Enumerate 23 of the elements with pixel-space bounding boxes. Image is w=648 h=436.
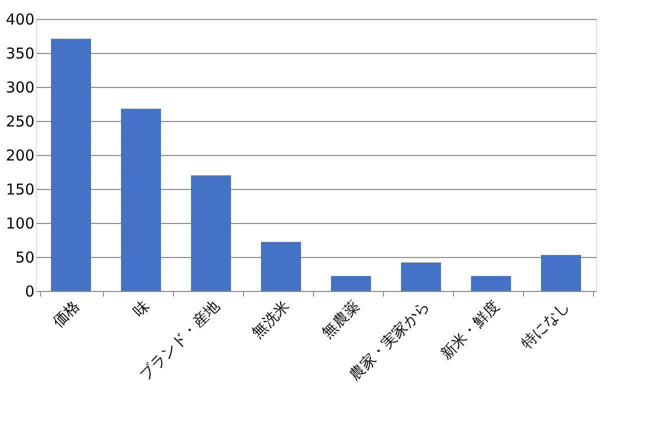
bar bbox=[471, 276, 511, 291]
bar bbox=[541, 254, 581, 291]
y-tick-label: 350 bbox=[6, 44, 34, 62]
y-tick-label: 100 bbox=[6, 214, 34, 232]
y-tick-label: 250 bbox=[6, 112, 34, 130]
bar bbox=[261, 242, 301, 291]
y-tick-label: 200 bbox=[6, 146, 34, 164]
x-tick-label: 無洗米 bbox=[248, 297, 293, 342]
x-tick-label: 価格 bbox=[48, 297, 83, 332]
bar bbox=[331, 276, 371, 291]
y-tick-label: 150 bbox=[6, 180, 34, 198]
bar bbox=[51, 38, 91, 291]
y-tick-label: 0 bbox=[24, 282, 34, 300]
bar bbox=[401, 262, 441, 291]
y-tick-label: 400 bbox=[6, 10, 34, 28]
x-tick-label: 無農薬 bbox=[318, 297, 363, 342]
x-tick-label: 味 bbox=[129, 297, 153, 320]
y-tick-label: 300 bbox=[6, 78, 34, 96]
bar bbox=[191, 175, 231, 291]
bar bbox=[121, 108, 161, 291]
x-tick-label: 特になし bbox=[518, 297, 573, 352]
x-tick-label: 新米・鮮度 bbox=[437, 297, 503, 363]
y-tick-label: 50 bbox=[15, 248, 34, 266]
